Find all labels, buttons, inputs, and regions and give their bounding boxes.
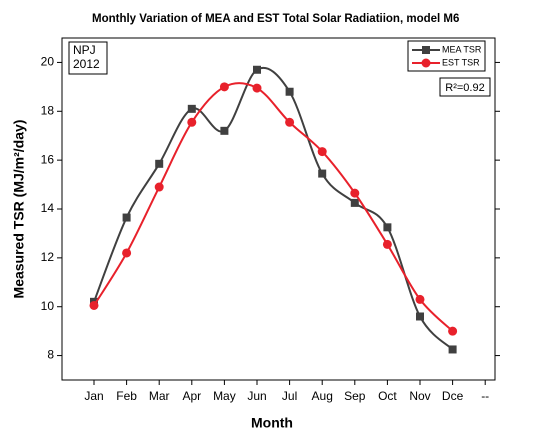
marker [122, 213, 131, 222]
annotation: 2012 [73, 57, 100, 71]
series-line [93, 82, 454, 332]
y-tick-label: 16 [41, 152, 55, 166]
legend-label: MEA TSR [442, 44, 482, 54]
x-tick-label: Nov [409, 389, 430, 403]
marker [382, 239, 392, 249]
legend-marker [421, 58, 431, 68]
chart-title: Monthly Variation of MEA and EST Total S… [92, 13, 459, 25]
annotation-box [439, 77, 491, 97]
marker [219, 82, 229, 92]
x-tick-label: Oct [378, 389, 397, 403]
marker [285, 87, 294, 96]
x-axis-label: Month [251, 415, 293, 431]
x-tick-label: Mar [149, 389, 170, 403]
legend-marker [422, 46, 430, 54]
y-axis-label: Measured TSR (MJ/m²/day) [11, 120, 27, 299]
x-tick-label: Aug [312, 389, 333, 403]
y-tick-label: 14 [41, 201, 55, 215]
marker [448, 345, 457, 354]
marker [89, 300, 99, 310]
y-tick-label: 10 [41, 299, 55, 313]
marker [122, 248, 132, 258]
y-tick-label: 8 [47, 348, 54, 362]
marker [317, 147, 327, 157]
x-tick-label: -- [481, 389, 489, 403]
x-tick-label: Jun [247, 389, 266, 403]
marker [416, 312, 424, 321]
marker [318, 169, 327, 178]
marker [350, 198, 359, 207]
x-tick-label: Jul [282, 389, 297, 403]
y-tick-label: 12 [41, 250, 55, 264]
legend-label: EST TSR [442, 57, 480, 67]
legend-box [407, 40, 486, 72]
series-line [93, 67, 454, 351]
annotation: R²=0.92 [445, 82, 484, 94]
y-tick-label: 18 [41, 103, 55, 117]
marker [350, 188, 360, 198]
marker [187, 104, 196, 113]
marker [220, 126, 229, 135]
annotation-box [68, 41, 108, 75]
y-tick-label: 20 [41, 55, 55, 69]
x-tick-label: Apr [182, 389, 201, 403]
x-tick-label: Sep [344, 389, 366, 403]
plot-frame [61, 37, 496, 381]
x-tick-label: Jan [84, 389, 103, 403]
marker [383, 223, 392, 232]
x-tick-label: Dce [442, 389, 464, 403]
annotation: NPJ [73, 43, 96, 57]
x-tick-label: May [213, 389, 236, 403]
marker [253, 65, 261, 74]
marker [448, 326, 458, 336]
marker [252, 83, 262, 93]
marker [154, 182, 164, 192]
marker [285, 117, 295, 127]
marker [187, 117, 197, 127]
marker [155, 159, 164, 168]
marker [415, 294, 425, 304]
x-tick-label: Feb [116, 389, 137, 403]
